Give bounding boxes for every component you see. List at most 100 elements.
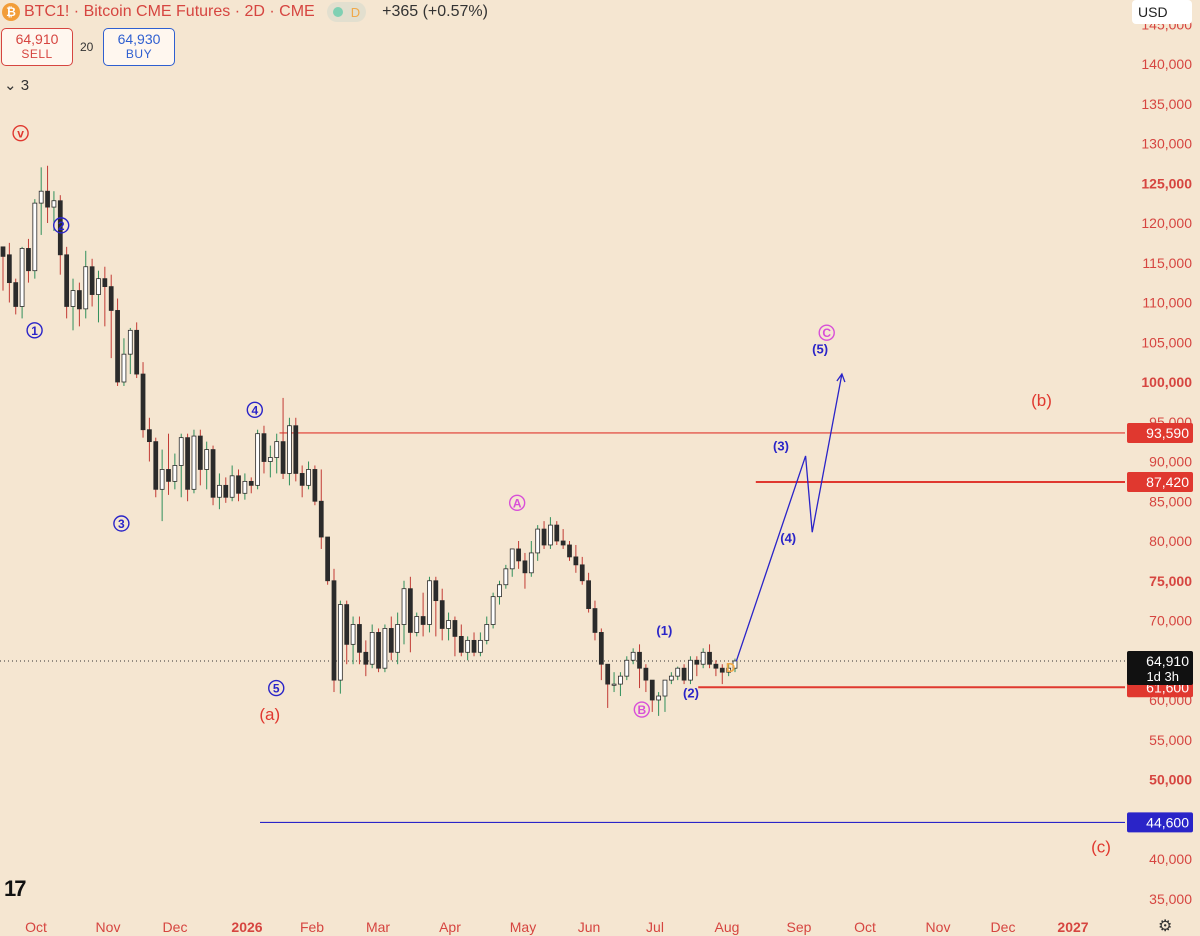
candle-body: [382, 628, 388, 669]
price-tick: 50,000: [1149, 772, 1192, 788]
candle-body: [592, 608, 598, 633]
buy-button[interactable]: 64,930 BUY: [103, 28, 175, 66]
candle-body: [560, 540, 566, 546]
candle-body: [350, 624, 356, 645]
candle-body: [191, 435, 197, 490]
wave-label: v: [17, 127, 24, 141]
candle-body: [541, 528, 547, 546]
candle-body: [242, 480, 248, 494]
candle-body: [675, 667, 681, 677]
time-tick: 2026: [231, 919, 262, 935]
candle-body: [127, 329, 133, 355]
price-tick: 135,000: [1141, 96, 1192, 112]
time-tick: 2027: [1057, 919, 1088, 935]
candle-body: [147, 429, 152, 443]
candle-body: [497, 584, 502, 598]
wave-label: C: [822, 326, 831, 340]
candle-body: [178, 437, 184, 466]
candle-body: [509, 548, 515, 570]
candle-body: [108, 286, 114, 311]
candle-body: [579, 564, 585, 582]
wave-label: (4): [780, 531, 796, 546]
candle-body: [70, 290, 76, 307]
price-tick: 110,000: [1142, 295, 1192, 311]
candle-body: [96, 278, 101, 295]
candle-body: [32, 202, 38, 272]
candle-body: [535, 528, 541, 554]
symbol-title[interactable]: BTC1! · Bitcoin CME Futures · 2D · CME: [24, 3, 315, 20]
time-tick: Oct: [854, 919, 876, 935]
time-tick: Dec: [163, 919, 188, 935]
bitcoin-icon: ₿: [2, 3, 20, 21]
candle-body: [548, 524, 553, 546]
candlestick-series: [0, 165, 738, 716]
candle-body: [471, 639, 477, 653]
level-price-tag: [1127, 472, 1193, 493]
candle-body: [140, 373, 146, 431]
price-tick: 140,000: [1141, 56, 1192, 72]
candle-body: [611, 683, 617, 686]
candle-body: [236, 475, 241, 494]
candle-body: [624, 659, 630, 677]
candle-body: [522, 560, 528, 574]
candle-body: [573, 556, 579, 566]
candle-body: [414, 616, 420, 633]
candle-body: [185, 437, 190, 490]
wave-label-circle: [818, 324, 835, 341]
candle-body: [83, 266, 89, 310]
candle-body: [325, 536, 330, 582]
candle-body: [344, 604, 350, 645]
time-tick: Apr: [439, 919, 461, 935]
sell-button[interactable]: 64,910 SELL: [1, 28, 73, 66]
wave-label: (2): [683, 686, 699, 701]
time-tick: Aug: [715, 919, 740, 935]
candle-body: [0, 246, 6, 257]
sell-label: SELL: [21, 47, 53, 61]
candle-body: [357, 624, 362, 653]
time-tick: Mar: [366, 919, 390, 935]
candle-body: [312, 469, 318, 502]
time-tick: Nov: [926, 919, 951, 935]
candle-body: [318, 500, 324, 538]
arrow-head-icon: [836, 372, 846, 383]
time-tick: Sep: [787, 919, 812, 935]
candle-body: [433, 580, 439, 602]
candle-body: [719, 667, 725, 673]
candle-body: [452, 620, 458, 637]
time-tick: Feb: [300, 919, 324, 935]
time-tick: May: [510, 919, 536, 935]
candle-body: [38, 190, 44, 204]
wave-label: B: [637, 703, 646, 717]
candle-body: [45, 190, 50, 208]
wave-label-circle: [12, 124, 29, 142]
gear-icon[interactable]: ⚙: [1158, 918, 1173, 935]
candle-body: [395, 624, 401, 653]
candle-body: [643, 667, 649, 681]
candle-body: [484, 624, 490, 641]
candle-body: [293, 425, 299, 474]
wave-label: (3): [773, 438, 789, 453]
time-tick: Dec: [991, 919, 1016, 935]
candle-body: [267, 457, 273, 462]
candle-body: [13, 282, 19, 307]
candle-body: [630, 651, 636, 661]
wave-label-circle: [26, 322, 43, 339]
candle-body: [656, 695, 661, 701]
indicators-toggle[interactable]: ⌄ 3: [4, 76, 29, 94]
price-tick: 55,000: [1149, 732, 1192, 748]
wave-labels: vv12345(a)AB(1)(2)D(3)(4)(5)C(b)(c): [12, 124, 1111, 857]
market-toggle[interactable]: D: [326, 2, 367, 22]
time-tick: Jul: [646, 919, 664, 935]
tradingview-logo-icon[interactable]: 17: [4, 876, 27, 901]
candle-body: [700, 651, 706, 665]
indicators-count: 3: [20, 77, 30, 94]
candle-body: [478, 639, 483, 653]
wave-label: 3: [118, 517, 125, 531]
wave-label-circle: [633, 701, 650, 718]
candle-body: [153, 441, 159, 490]
candle-body: [102, 278, 108, 287]
sell-price: 64,910: [15, 31, 59, 47]
candle-body: [732, 660, 738, 669]
currency-selector[interactable]: USD: [1132, 0, 1192, 24]
